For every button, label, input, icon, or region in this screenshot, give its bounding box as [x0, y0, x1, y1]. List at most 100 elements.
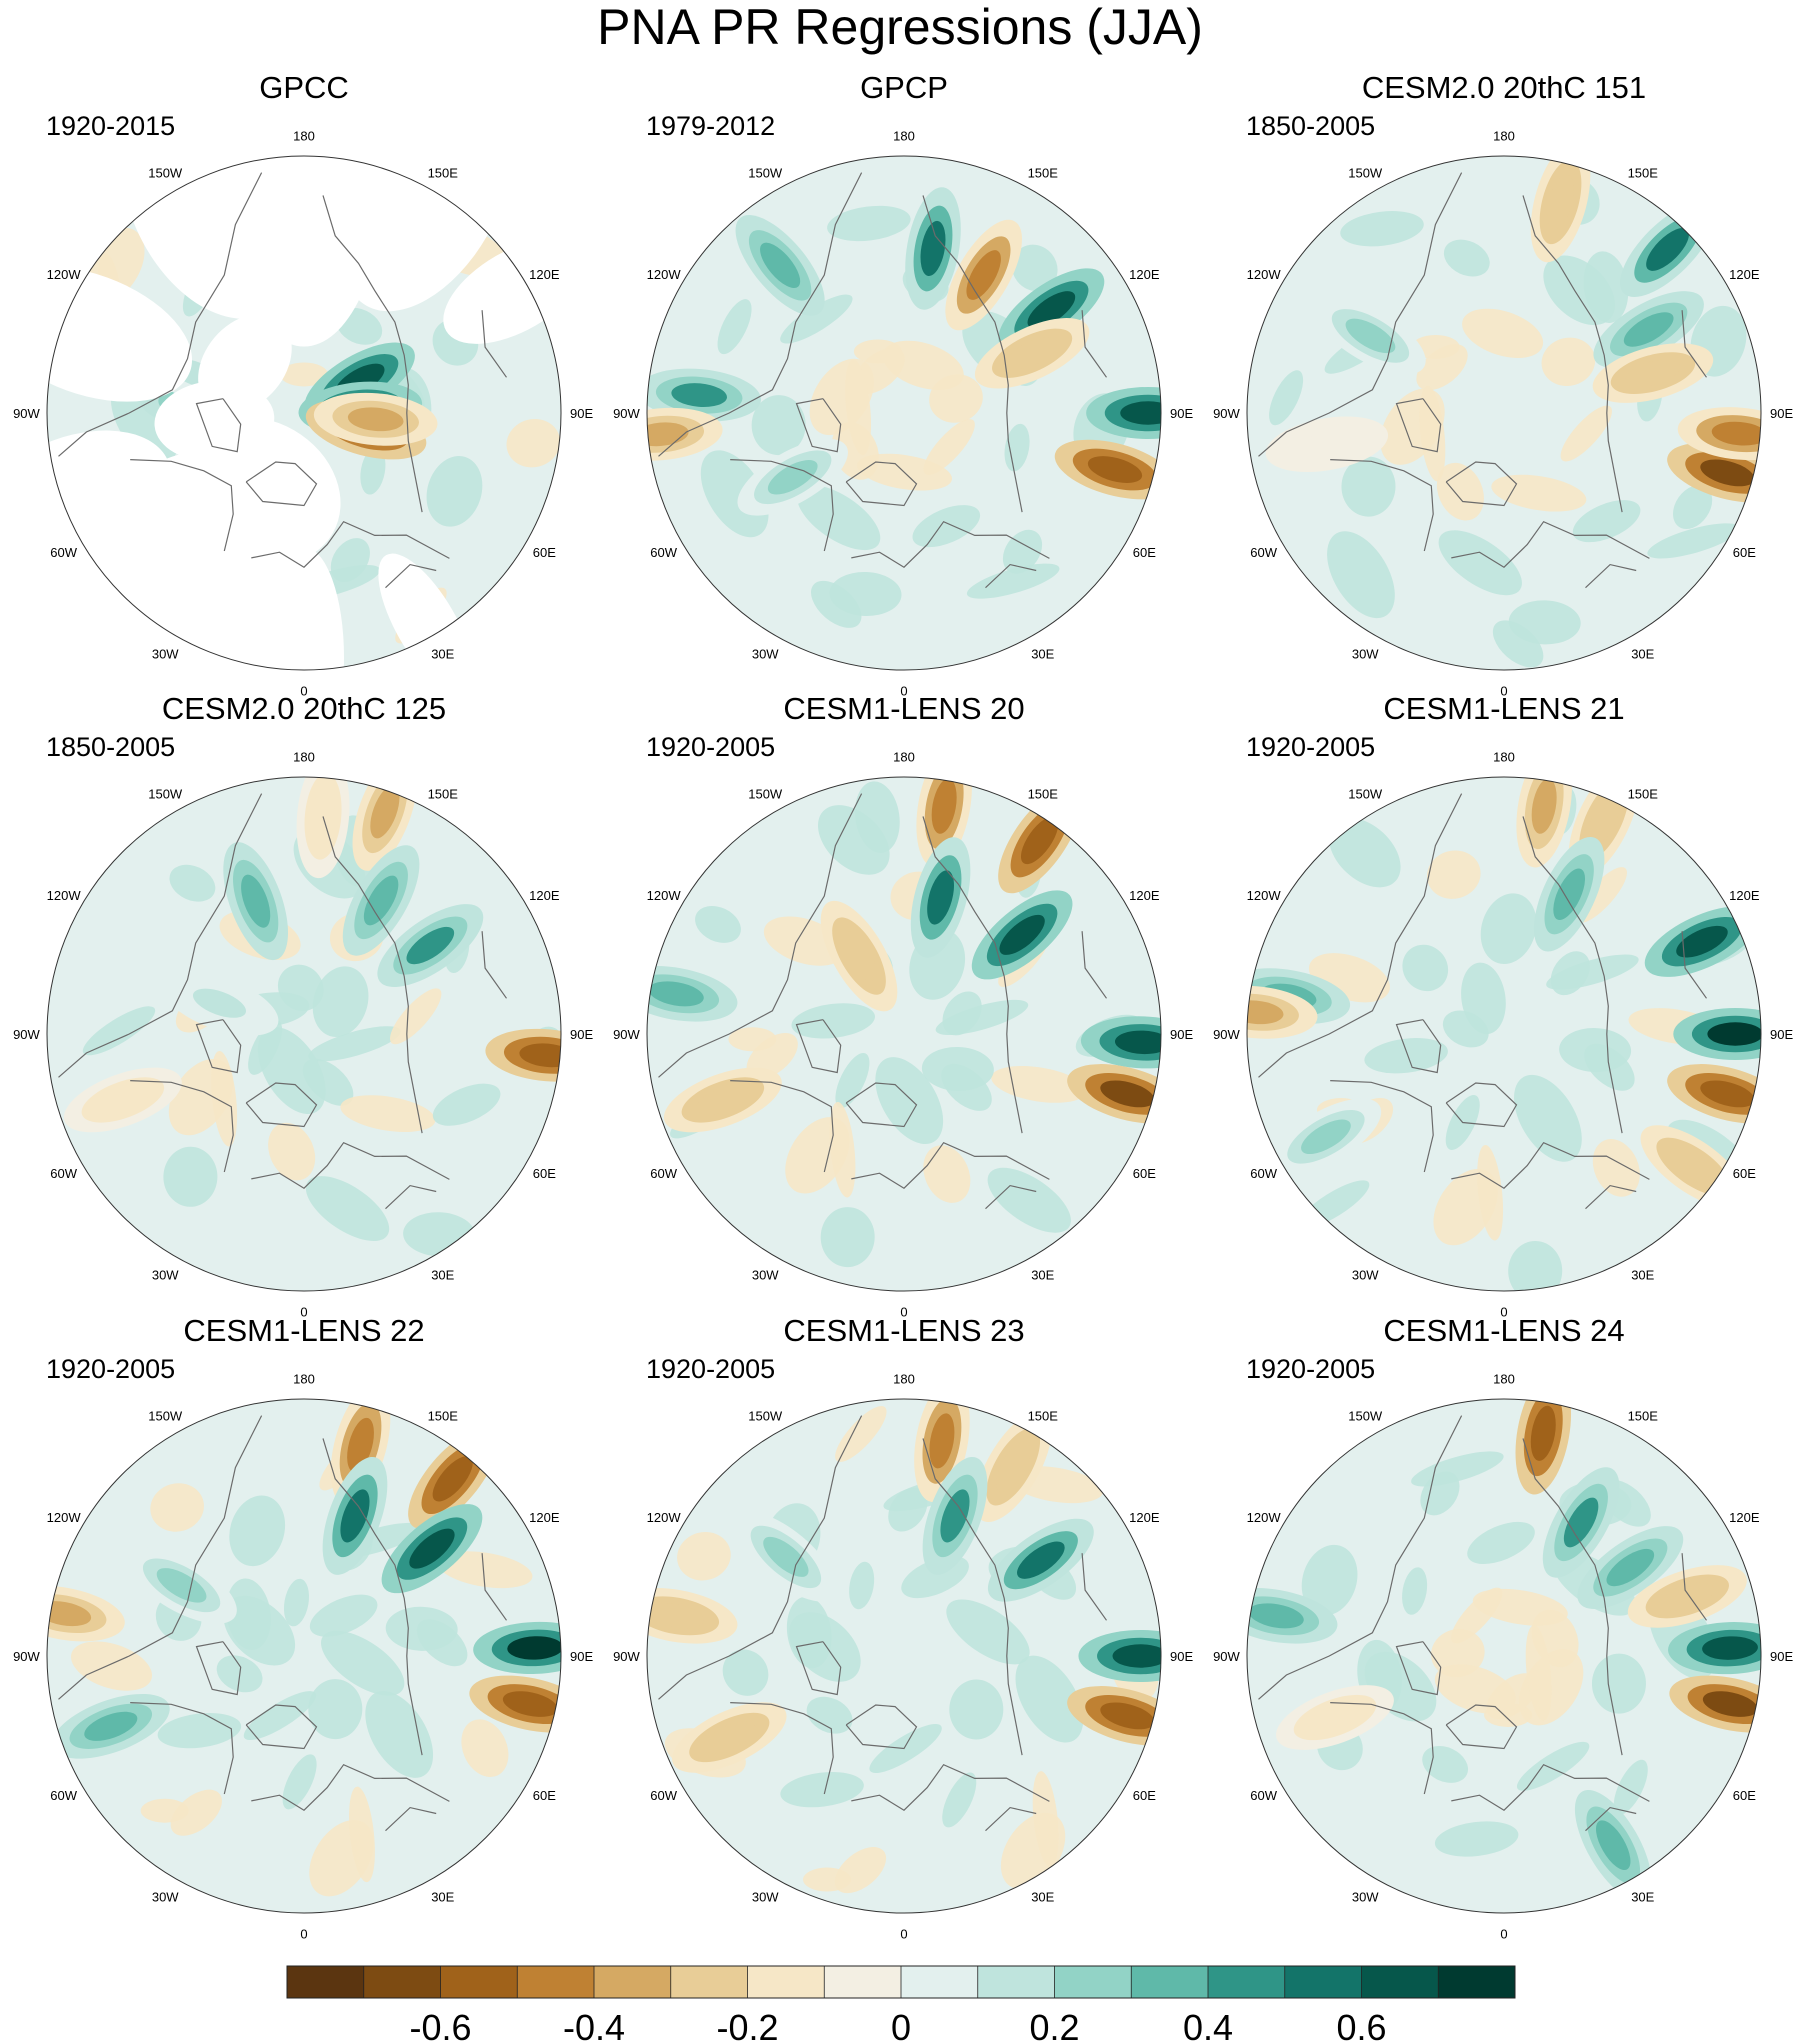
anomaly-patch	[648, 1603, 704, 1629]
colorbar-box	[1054, 1966, 1132, 1998]
anomaly-patch	[390, 988, 442, 1045]
coastline	[1522, 1438, 1623, 1756]
coastline	[1395, 1641, 1442, 1696]
anomaly-patch	[1015, 1655, 1084, 1743]
panel-title: CESM1-LENS 20	[783, 691, 1024, 726]
coastline	[845, 461, 918, 507]
longitude-label: 90E	[570, 1027, 593, 1042]
anomaly-patch	[1543, 255, 1616, 326]
longitude-label: 90W	[1213, 406, 1240, 421]
anomaly-patch	[409, 1528, 455, 1569]
anomaly-patch	[349, 1786, 375, 1883]
map-outline	[1246, 1398, 1762, 1914]
anomaly-patch	[84, 1711, 138, 1741]
longitude-label: 120W	[47, 1510, 82, 1525]
figure-title: PNA PR Regressions (JJA)	[597, 0, 1203, 55]
longitude-label: 180	[293, 128, 315, 143]
longitude-label: 30W	[752, 1889, 779, 1904]
anomaly-patch	[370, 785, 400, 839]
anomaly-patch	[1550, 951, 1590, 996]
anomaly-patch	[340, 1489, 370, 1543]
longitude-label: 60E	[1133, 1166, 1156, 1181]
anomaly-patch	[282, 1754, 317, 1810]
longitude-label: 120W	[1247, 888, 1282, 903]
coastline	[251, 520, 450, 568]
coastline	[245, 1704, 318, 1750]
panel-title: GPCC	[259, 70, 349, 105]
anomaly-patch	[1431, 1628, 1485, 1678]
coastlines	[58, 1415, 507, 1832]
longitude-label: 150W	[148, 166, 183, 181]
longitude-label: 120E	[529, 888, 560, 903]
longitude-label: 120E	[529, 267, 560, 282]
longitude-label: 30W	[152, 1889, 179, 1904]
longitude-label: 0	[900, 1927, 907, 1942]
colorbar-box	[594, 1966, 672, 1998]
anomaly-patch	[987, 1167, 1071, 1233]
coastline	[195, 1641, 242, 1696]
anomaly-patch	[946, 1599, 1030, 1665]
coastlines	[658, 172, 1107, 589]
coastline	[385, 563, 437, 589]
anomaly-patch	[1006, 337, 1058, 370]
longitude-label: 60W	[1250, 1166, 1277, 1181]
anomaly-patch	[849, 1561, 875, 1610]
colorbar-box	[517, 1966, 595, 1998]
anomaly-patch	[1443, 239, 1490, 277]
anomaly-patch	[1087, 456, 1143, 483]
longitude-label: 150E	[1628, 1409, 1659, 1424]
coastline	[1081, 931, 1107, 999]
anomaly-patch	[1002, 529, 1043, 574]
anomaly-patch	[1436, 462, 1484, 521]
anomaly-patch	[305, 1176, 390, 1242]
longitude-label: 0	[300, 1305, 307, 1320]
coastline	[195, 398, 242, 453]
anomaly-patch	[1491, 474, 1587, 512]
coastline	[1445, 1082, 1518, 1128]
anomaly-patch	[1711, 421, 1761, 446]
anomaly-patch	[1547, 174, 1574, 230]
anomaly-patch	[966, 563, 1060, 599]
anomaly-patch	[1508, 1240, 1563, 1291]
anomaly-patch	[966, 250, 1001, 300]
coastline	[922, 195, 1023, 513]
panel-period: 1920-2015	[46, 111, 175, 141]
colorbar-box	[1208, 1966, 1286, 1998]
panel-period: 1979-2012	[646, 111, 775, 141]
coastline	[1395, 1019, 1442, 1074]
coastline	[845, 1082, 918, 1128]
coastline	[58, 1415, 263, 1700]
mask-area	[264, 547, 344, 670]
longitude-label: 60W	[650, 545, 677, 560]
anomaly-patch	[931, 778, 957, 834]
anomaly-patch	[169, 864, 216, 902]
coastline	[730, 1702, 834, 1795]
anomaly-patch	[1004, 423, 1030, 472]
coastline	[985, 563, 1037, 589]
coastline	[922, 1438, 1023, 1756]
anomaly-patch	[869, 1724, 942, 1773]
longitude-label: 30E	[431, 646, 454, 661]
anomaly-patch	[241, 874, 271, 928]
longitude-label: 0	[900, 684, 907, 699]
map-panel: CESM1-LENS 22 1920-2005 180 150E 120E 90E 60E 3…	[13, 1313, 593, 1942]
longitude-label: 30W	[1352, 1267, 1379, 1282]
panel-title: CESM1-LENS 21	[1383, 691, 1624, 726]
coastline	[1681, 1553, 1707, 1621]
coastline	[1451, 1763, 1650, 1811]
anomaly-patch	[1702, 1691, 1758, 1717]
anomaly-patch	[835, 1052, 870, 1108]
anomaly-patch	[1100, 1080, 1155, 1108]
coastline	[481, 931, 507, 999]
coastline	[1522, 816, 1623, 1134]
coastline	[1451, 520, 1650, 568]
anomaly-field	[1247, 777, 1761, 1291]
anomaly-patch	[507, 1636, 561, 1660]
panel-title: CESM1-LENS 23	[783, 1313, 1024, 1348]
coastline	[658, 793, 863, 1078]
map-panel: CESM1-LENS 24 1920-2005 180 150E 120E 90E 60E 3…	[1213, 1313, 1793, 1942]
anomaly-patch	[767, 460, 818, 495]
longitude-label: 90E	[570, 406, 593, 421]
longitude-label: 0	[1500, 1305, 1507, 1320]
longitude-label: 120W	[47, 888, 82, 903]
